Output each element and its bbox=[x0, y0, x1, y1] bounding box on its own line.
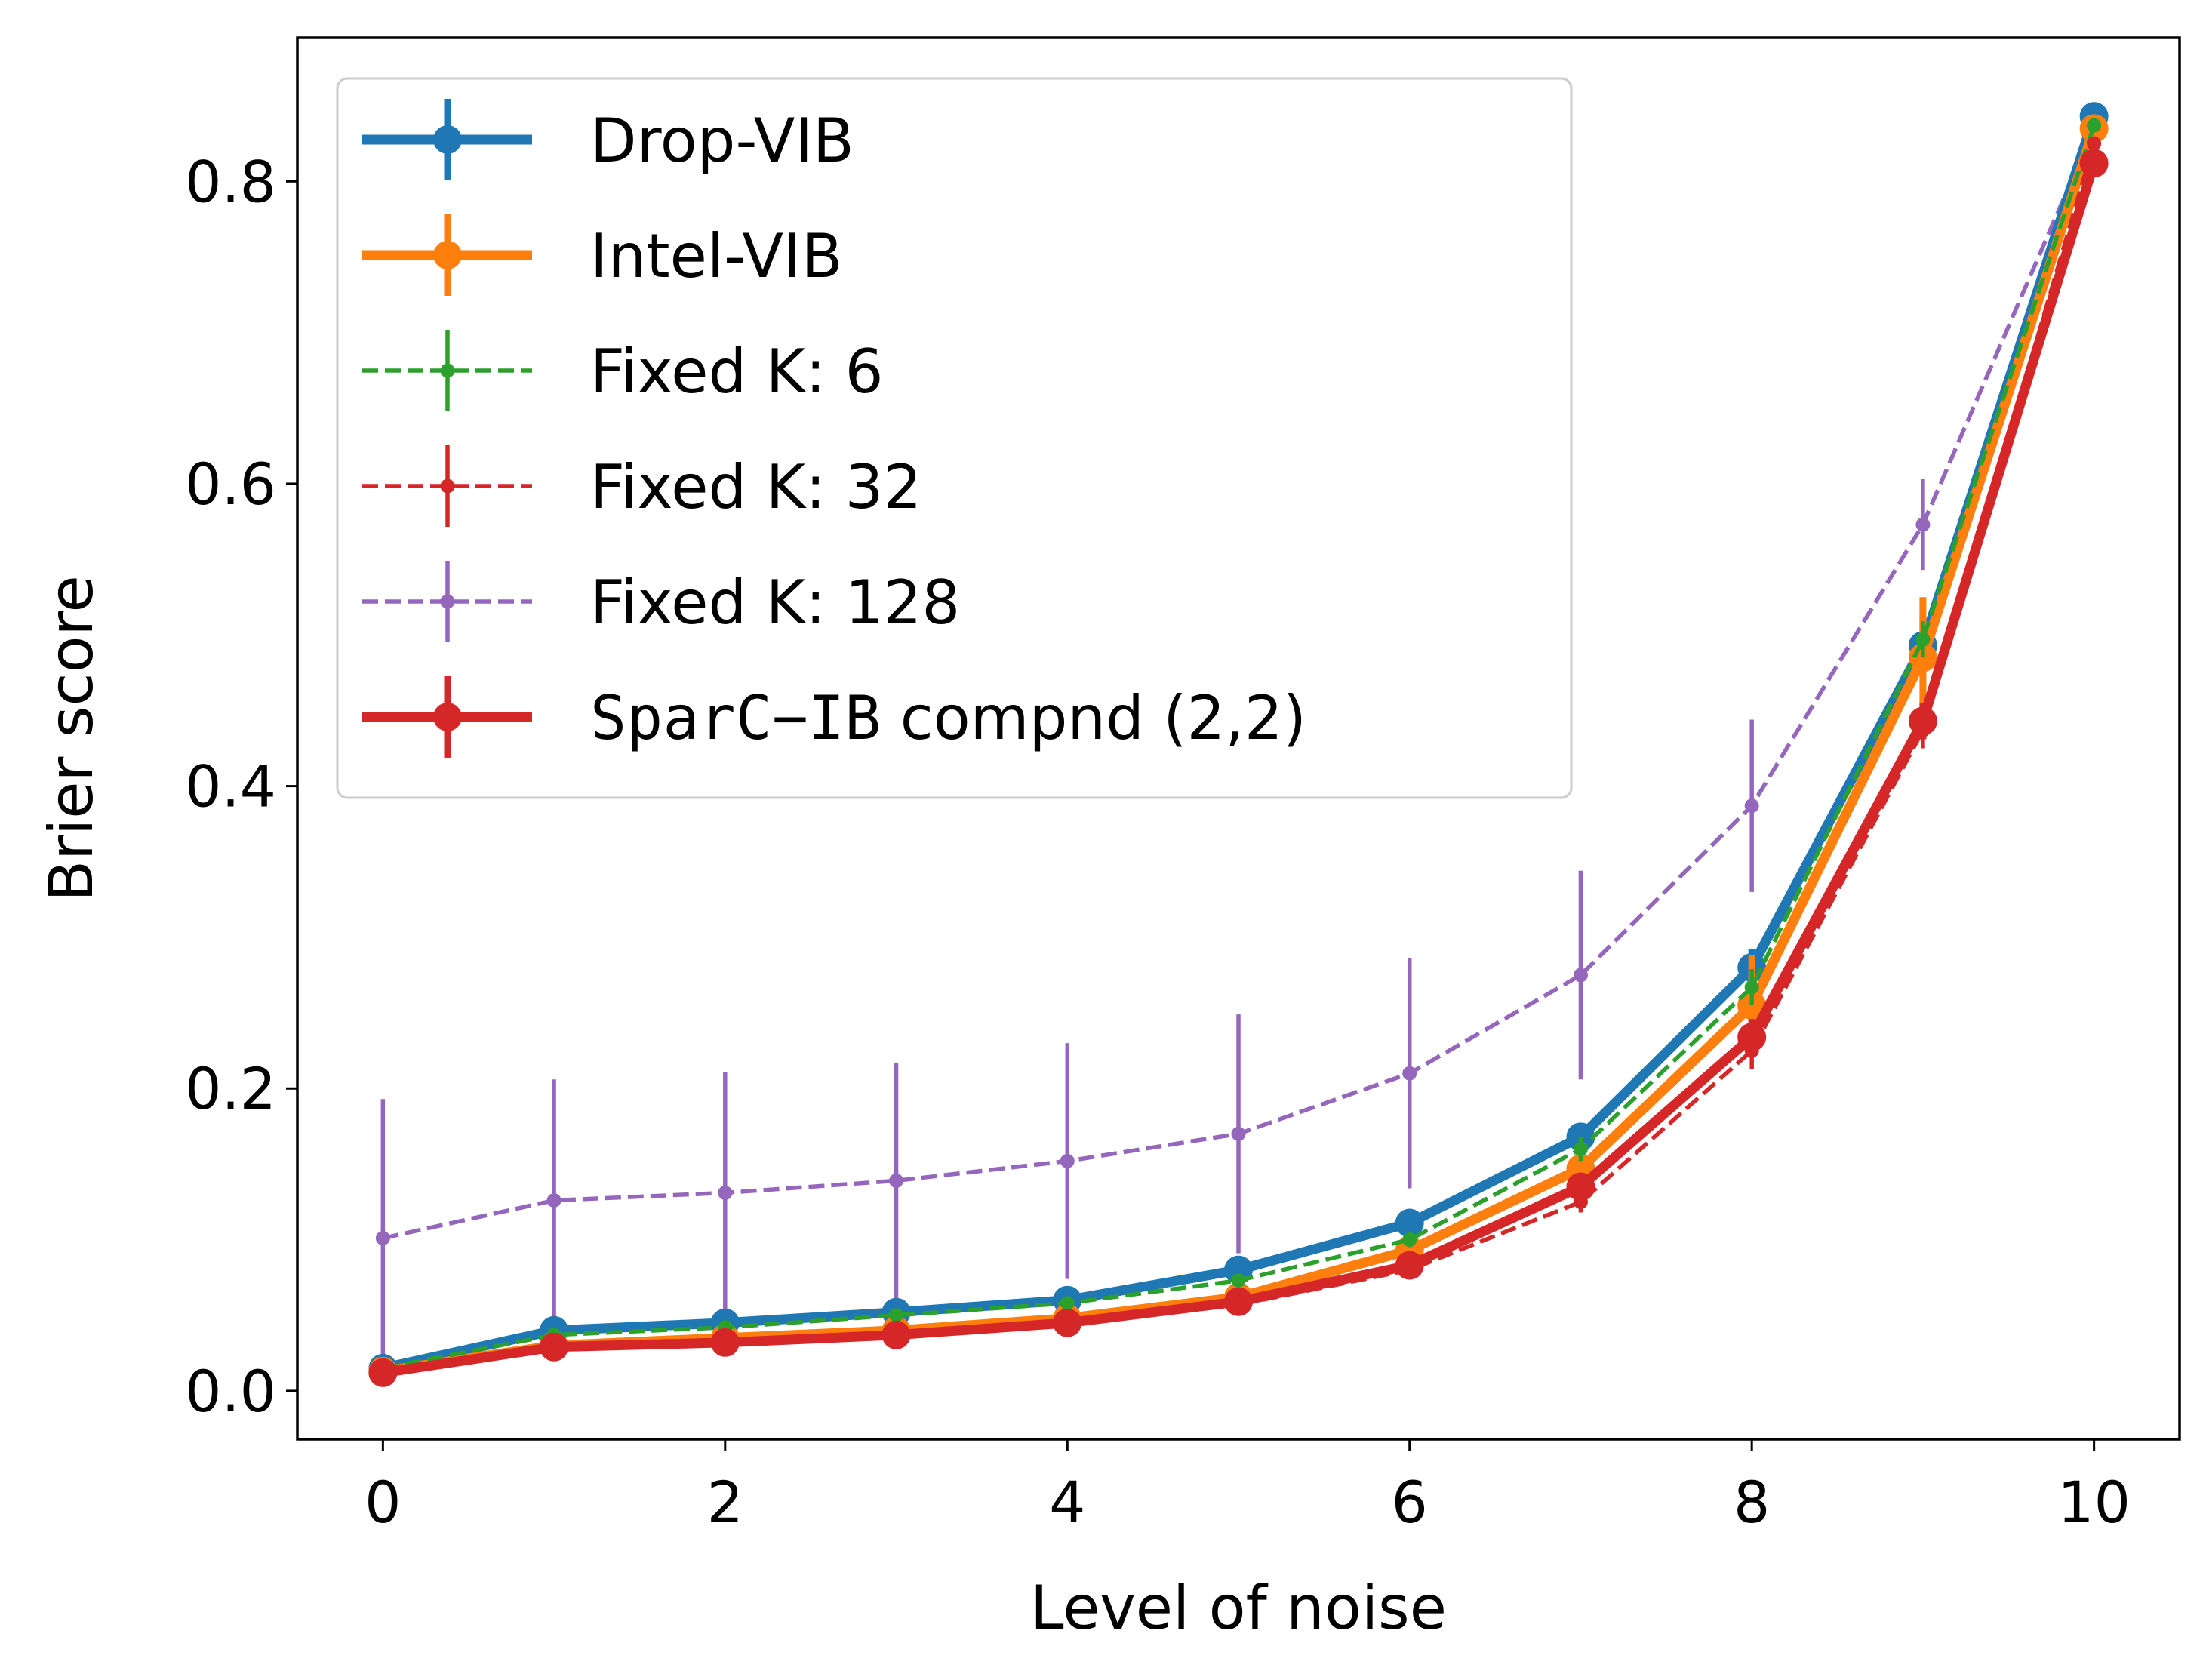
legend-label-part: SparC−IB bbox=[590, 683, 881, 753]
data-point bbox=[718, 1185, 733, 1200]
legend: Drop-VIB Intel-VIB Fixed K: 6 Fixed K: 32 Fi… bbox=[336, 77, 1573, 799]
legend-handle-marker bbox=[440, 478, 455, 494]
x-axis: 0 2 4 6 8 10 bbox=[365, 1439, 2131, 1536]
data-point bbox=[1402, 1066, 1417, 1081]
y-tick-label: 0.0 bbox=[185, 1358, 276, 1425]
legend-label-part: Fixed K: 32 bbox=[590, 452, 921, 522]
y-axis: 0.0 0.2 0.4 0.6 0.8 bbox=[185, 148, 297, 1425]
data-point bbox=[889, 1308, 904, 1323]
data-point bbox=[546, 1192, 561, 1208]
legend-label-part: Fixed K: 128 bbox=[590, 568, 960, 638]
data-point bbox=[1060, 1296, 1075, 1311]
plot-frame bbox=[296, 36, 2181, 1441]
data-point bbox=[1744, 980, 1759, 995]
y-axis-label: Brier score bbox=[36, 575, 106, 902]
data-point bbox=[1224, 1287, 1253, 1316]
data-point bbox=[710, 1328, 740, 1357]
data-point bbox=[1402, 1232, 1417, 1248]
data-point bbox=[2087, 136, 2102, 151]
legend-handle bbox=[362, 330, 532, 411]
series-5 bbox=[368, 149, 2109, 1387]
legend-handle bbox=[362, 561, 532, 642]
legend-handle bbox=[362, 676, 532, 758]
legend-handle bbox=[362, 99, 532, 180]
legend-handle bbox=[362, 214, 532, 296]
legend-handle bbox=[362, 445, 532, 527]
data-point bbox=[2087, 118, 2102, 133]
data-point bbox=[1060, 1153, 1075, 1168]
legend-label: Fixed K: 6 bbox=[590, 337, 883, 407]
y-tick-label: 0.6 bbox=[185, 451, 276, 518]
data-point bbox=[1573, 1141, 1588, 1156]
x-tick-label: 0 bbox=[365, 1469, 401, 1536]
legend-handle-marker bbox=[433, 241, 462, 269]
x-tick-label: 10 bbox=[2057, 1469, 2131, 1536]
legend-label: Fixed K: 32 bbox=[590, 452, 921, 522]
data-point bbox=[1395, 1251, 1424, 1280]
legend-label-part: Fixed K: 6 bbox=[590, 337, 883, 407]
data-point bbox=[368, 1358, 398, 1387]
data-point bbox=[1231, 1126, 1246, 1141]
y-tick-label: 0.8 bbox=[185, 148, 276, 215]
legend-handle-marker bbox=[440, 594, 455, 609]
data-point bbox=[889, 1173, 904, 1188]
data-point bbox=[2079, 149, 2109, 178]
series-layer bbox=[368, 102, 2109, 1387]
legend-handle-marker bbox=[433, 703, 462, 731]
legend-label-part: compnd (2,2) bbox=[881, 683, 1306, 753]
y-tick-label: 0.2 bbox=[185, 1055, 276, 1122]
legend-handle-marker bbox=[440, 363, 455, 378]
data-point bbox=[1395, 1208, 1424, 1238]
data-point bbox=[1744, 798, 1759, 814]
legend-label: Fixed K: 128 bbox=[590, 568, 960, 638]
data-point bbox=[881, 1320, 911, 1349]
data-point bbox=[1053, 1308, 1082, 1337]
x-tick-label: 6 bbox=[1392, 1469, 1428, 1536]
y-tick-label: 0.4 bbox=[185, 753, 276, 820]
data-point bbox=[1908, 706, 1937, 736]
legend-box bbox=[336, 77, 1573, 799]
x-tick-label: 2 bbox=[707, 1469, 743, 1536]
legend-label: Drop-VIB bbox=[590, 106, 854, 176]
x-tick-label: 4 bbox=[1049, 1469, 1085, 1536]
legend-handle-marker bbox=[433, 125, 462, 154]
data-point bbox=[1737, 1023, 1767, 1052]
series-4 bbox=[375, 121, 2102, 1377]
x-axis-label: Level of noise bbox=[1030, 1573, 1447, 1643]
legend-label: SparC−IB compnd (2,2) bbox=[590, 683, 1306, 753]
legend-label-part: Intel-VIB bbox=[590, 221, 843, 291]
data-point bbox=[375, 1231, 390, 1246]
data-point bbox=[1915, 632, 1931, 647]
data-point bbox=[1573, 968, 1588, 983]
data-point bbox=[540, 1332, 569, 1362]
data-point bbox=[1915, 517, 1931, 532]
legend-label-part: Drop-VIB bbox=[590, 106, 854, 176]
data-point bbox=[1231, 1273, 1246, 1288]
data-point bbox=[1566, 1172, 1595, 1202]
legend-label: Intel-VIB bbox=[590, 221, 843, 291]
x-tick-label: 8 bbox=[1734, 1469, 1770, 1536]
